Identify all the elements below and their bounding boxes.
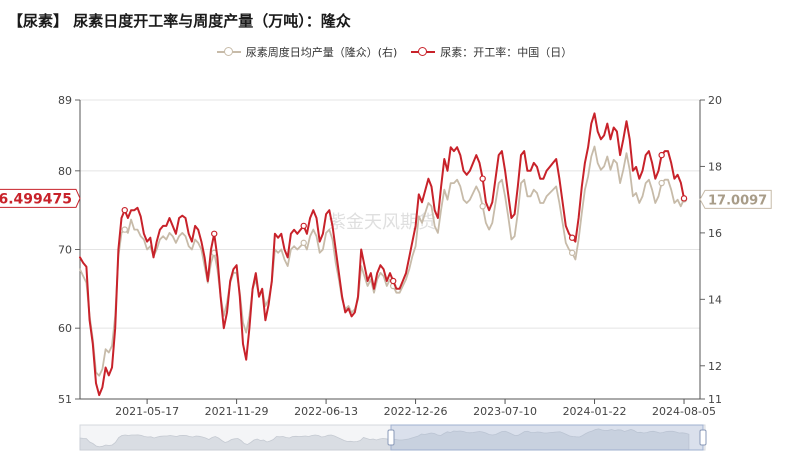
zoom-handle-left[interactable]: [387, 429, 395, 446]
series-line-operating-rate: [79, 112, 685, 397]
series-point-production-182: [658, 179, 665, 187]
series-point-production-14: [121, 226, 128, 233]
y-right-tick-label-1: 12: [708, 360, 722, 373]
end-label-right: 17.0097: [708, 193, 767, 208]
grid-lines: [80, 99, 700, 400]
x-tick-label-2: 2022-06-13: [294, 405, 358, 418]
y-right-tick-label-3: 16: [708, 227, 722, 240]
series-lines: [79, 112, 688, 397]
watermark: 紫金天风期货: [328, 212, 436, 233]
series-point-operating-rate-182: [658, 151, 665, 159]
x-tick-label-5: 2024-01-22: [563, 405, 627, 418]
legend-item-operating-rate[interactable]: 尿素：开工率：中国（日）: [411, 44, 572, 60]
y-right-tick-label-5: 20: [708, 94, 722, 107]
legend-swatch-production: [216, 47, 241, 57]
legend-label-operating-rate: 尿素：开工率：中国（日）: [440, 46, 573, 59]
series-point-operating-rate-42: [211, 230, 218, 237]
x-tick-label-1: 2021-11-29: [205, 405, 269, 418]
axes: 51 60 70 80 89 11 12 14 16 18 20 2021-05-17 2021-11-…: [58, 94, 722, 418]
y-right-tick-label-4: 18: [708, 160, 722, 173]
zoom-handle-right[interactable]: [699, 429, 707, 446]
series-point-operating-rate-14: [121, 206, 128, 214]
series-point-operating-rate-154: [568, 234, 576, 241]
y-left-tick-label-3: 80: [58, 165, 72, 178]
x-tick-label-3: 2022-12-26: [384, 405, 448, 418]
series-point-operating-rate-189: [680, 195, 688, 202]
series-point-production-154: [568, 249, 576, 257]
legend-swatch-operating-rate: [411, 47, 436, 57]
legend-item-production[interactable]: 尿素周度日均产量（隆众）(右): [216, 44, 398, 60]
series-point-operating-rate-98: [389, 277, 397, 285]
y-left-tick-label-0: 51: [58, 393, 72, 406]
end-label-left: 76.499475: [0, 191, 72, 207]
series-point-production-126: [479, 203, 486, 210]
chart-title: 【尿素】 尿素日度开工率与周度产量（万吨）：隆众: [8, 12, 351, 30]
end-label-right-box: [699, 189, 772, 209]
y-left-tick-label-4: 89: [58, 94, 72, 107]
x-tick-label-6: 2024-08-05: [652, 405, 716, 418]
y-right-tick-label-2: 14: [708, 293, 722, 306]
x-tick-label-0: 2021-05-17: [115, 405, 179, 418]
series-point-production-70: [300, 239, 307, 247]
y-right-tick-label-0: 11: [708, 393, 722, 406]
legend-label-production: 尿素周度日均产量（隆众）(右): [245, 46, 398, 59]
end-label-left-box: [0, 188, 81, 208]
y-left-tick-label-2: 70: [58, 244, 72, 257]
end-value-tags: 76.499475 17.0097: [0, 188, 772, 209]
zoom-slider[interactable]: [79, 424, 707, 451]
series-line-production: [79, 145, 685, 377]
chart-legend: 尿素周度日均产量（隆众）(右) 尿素：开工率：中国（日）: [0, 43, 789, 61]
y-left-tick-label-1: 60: [58, 322, 72, 335]
series-point-operating-rate-126: [479, 175, 486, 182]
zoom-selection[interactable]: [390, 424, 704, 451]
series-point-operating-rate-70: [300, 222, 307, 230]
x-tick-label-4: 2023-07-10: [473, 405, 537, 418]
